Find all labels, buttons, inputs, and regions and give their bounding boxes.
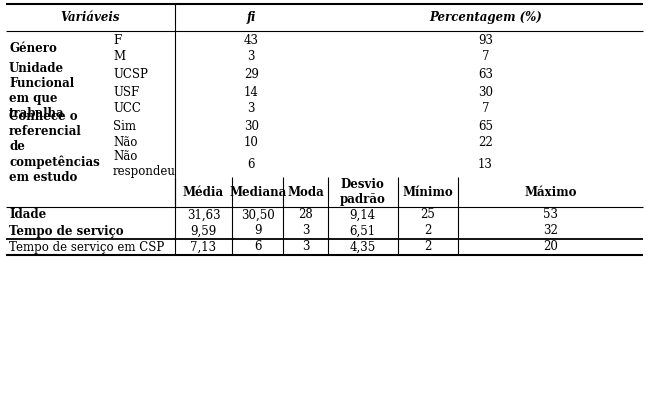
Text: 30: 30 xyxy=(478,86,493,99)
Text: 29: 29 xyxy=(244,69,259,82)
Text: 7: 7 xyxy=(482,51,489,63)
Text: 53: 53 xyxy=(543,209,558,221)
Text: 65: 65 xyxy=(478,120,493,133)
Text: 93: 93 xyxy=(478,34,493,46)
Text: Moda: Moda xyxy=(287,185,324,198)
Text: Sim: Sim xyxy=(113,120,136,133)
Text: 3: 3 xyxy=(302,225,309,238)
Text: 6: 6 xyxy=(247,158,255,171)
Text: 30: 30 xyxy=(244,120,259,133)
Text: UCC: UCC xyxy=(113,103,141,116)
Text: 3: 3 xyxy=(302,240,309,253)
Text: 9,59: 9,59 xyxy=(190,225,217,238)
Text: Mediana: Mediana xyxy=(229,185,286,198)
Text: Género: Género xyxy=(9,42,57,55)
Text: Variáveis: Variáveis xyxy=(60,11,120,24)
Text: F: F xyxy=(113,34,121,46)
Text: Mínimo: Mínimo xyxy=(402,185,454,198)
Text: 6,51: 6,51 xyxy=(350,225,376,238)
Text: 9,14: 9,14 xyxy=(350,209,376,221)
Text: M: M xyxy=(113,51,125,63)
Text: Unidade
Funcional
em que
trabalha: Unidade Funcional em que trabalha xyxy=(9,62,74,120)
Text: 22: 22 xyxy=(478,137,493,150)
Text: 7,13: 7,13 xyxy=(190,240,217,253)
Text: 3: 3 xyxy=(247,51,255,63)
Text: 43: 43 xyxy=(244,34,259,46)
Text: 10: 10 xyxy=(244,137,259,150)
Text: Não: Não xyxy=(113,137,138,150)
Text: 4,35: 4,35 xyxy=(350,240,376,253)
Text: UCSP: UCSP xyxy=(113,69,148,82)
Text: Conhece o
referencial
de
competências
em estudo: Conhece o referencial de competências em… xyxy=(9,110,100,184)
Text: 28: 28 xyxy=(298,209,313,221)
Text: 7: 7 xyxy=(482,103,489,116)
Text: 6: 6 xyxy=(254,240,262,253)
Text: Idade: Idade xyxy=(9,209,46,221)
Text: Desvio
padrão: Desvio padrão xyxy=(340,178,386,206)
Text: Tempo de serviço em CSP: Tempo de serviço em CSP xyxy=(9,240,164,253)
Text: 14: 14 xyxy=(244,86,259,99)
Text: 30,50: 30,50 xyxy=(241,209,275,221)
Text: 13: 13 xyxy=(478,158,493,171)
Text: USF: USF xyxy=(113,86,140,99)
Text: Máximo: Máximo xyxy=(524,185,577,198)
Text: Percentagem (%): Percentagem (%) xyxy=(429,11,542,24)
Text: 32: 32 xyxy=(543,225,558,238)
Text: 20: 20 xyxy=(543,240,558,253)
Text: fi: fi xyxy=(247,11,256,24)
Text: 2: 2 xyxy=(424,240,432,253)
Text: 9: 9 xyxy=(254,225,262,238)
Text: 2: 2 xyxy=(424,225,432,238)
Text: Média: Média xyxy=(183,185,224,198)
Text: Tempo de serviço: Tempo de serviço xyxy=(9,225,123,238)
Text: 63: 63 xyxy=(478,69,493,82)
Text: Não
respondeu: Não respondeu xyxy=(113,150,176,178)
Text: 3: 3 xyxy=(247,103,255,116)
Text: 25: 25 xyxy=(421,209,435,221)
Text: 31,63: 31,63 xyxy=(187,209,220,221)
